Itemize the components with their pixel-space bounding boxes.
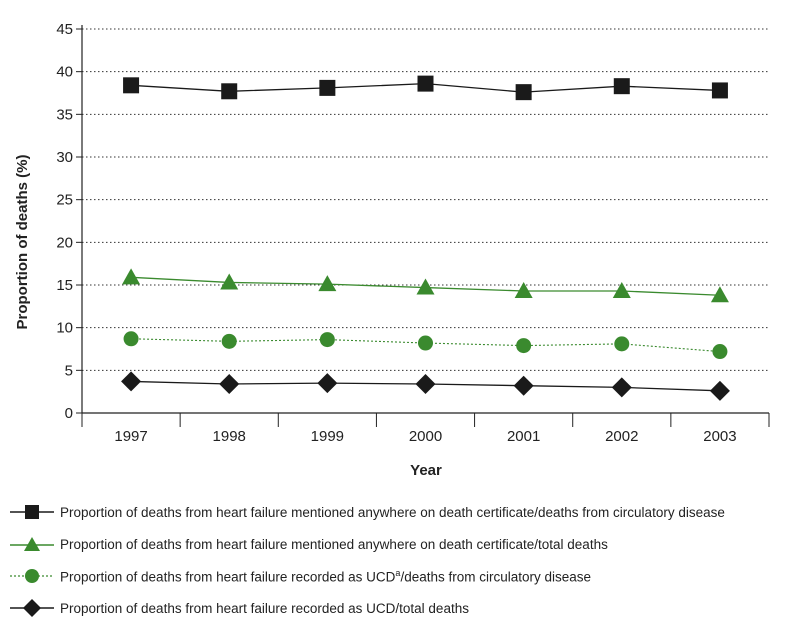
data-point-square bbox=[123, 77, 140, 94]
series-diamond bbox=[121, 371, 730, 401]
data-point-square bbox=[221, 83, 238, 100]
series-circle bbox=[123, 331, 728, 360]
series-square bbox=[123, 75, 728, 101]
y-tick-label: 25 bbox=[56, 192, 73, 209]
data-point-triangle bbox=[220, 273, 239, 290]
x-tick-label: 2001 bbox=[507, 428, 540, 445]
y-axis-ticks: 0 5 10 15 20 25 30 35 40 45 bbox=[56, 21, 82, 422]
legend-label: Proportion of deaths from heart failure … bbox=[60, 536, 608, 552]
x-tick-label: 1998 bbox=[213, 428, 246, 445]
legend-item-circle: Proportion of deaths from heart failure … bbox=[10, 560, 790, 592]
data-point-diamond bbox=[513, 375, 534, 396]
data-point-diamond bbox=[611, 377, 632, 398]
data-point-triangle bbox=[416, 278, 435, 295]
data-point-circle bbox=[221, 333, 237, 349]
legend-square-marker-icon bbox=[10, 505, 54, 519]
legend-triangle-marker-icon bbox=[10, 537, 54, 551]
data-point-triangle bbox=[710, 286, 729, 303]
y-tick-label: 35 bbox=[56, 106, 73, 123]
x-axis-ticks: 1997 1998 1999 2000 2001 2002 2003 bbox=[81, 413, 770, 445]
y-tick-label: 45 bbox=[56, 21, 73, 38]
data-point-circle bbox=[516, 338, 532, 354]
axes bbox=[81, 25, 769, 414]
series-group bbox=[121, 75, 730, 401]
legend-item-square: Proportion of deaths from heart failure … bbox=[10, 496, 790, 528]
data-point-square bbox=[319, 79, 336, 96]
data-point-circle bbox=[123, 331, 139, 347]
y-tick-label: 5 bbox=[65, 362, 73, 379]
legend-label: Proportion of deaths from heart failure … bbox=[60, 504, 725, 520]
data-point-diamond bbox=[317, 373, 338, 394]
legend-diamond-marker-icon bbox=[10, 599, 54, 617]
data-point-triangle bbox=[514, 281, 533, 298]
y-axis-title: Proportion of deaths (%) bbox=[14, 155, 31, 330]
legend-item-diamond: Proportion of deaths from heart failure … bbox=[10, 592, 790, 624]
data-point-triangle bbox=[318, 275, 337, 292]
x-tick-label: 2002 bbox=[605, 428, 638, 445]
legend-circle-marker-icon bbox=[10, 569, 54, 583]
data-point-square bbox=[711, 82, 728, 99]
data-point-diamond bbox=[415, 373, 436, 394]
x-tick-label: 1999 bbox=[311, 428, 344, 445]
data-point-diamond bbox=[121, 371, 142, 392]
y-tick-label: 20 bbox=[56, 234, 73, 251]
x-tick-label: 2003 bbox=[703, 428, 736, 445]
data-point-circle bbox=[319, 332, 335, 348]
y-tick-label: 15 bbox=[56, 277, 73, 294]
legend-label: Proportion of deaths from heart failure … bbox=[60, 567, 592, 585]
gridlines bbox=[82, 28, 769, 371]
y-tick-label: 40 bbox=[56, 64, 73, 81]
x-tick-label: 1997 bbox=[114, 428, 147, 445]
legend: Proportion of deaths from heart failure … bbox=[10, 496, 790, 624]
data-point-circle bbox=[614, 336, 630, 352]
data-point-square bbox=[613, 78, 630, 95]
legend-item-triangle: Proportion of deaths from heart failure … bbox=[10, 528, 790, 560]
line-chart: 0 5 10 15 20 25 30 35 40 45 1997 1998 1999 2000 2001 2… bbox=[14, 21, 770, 479]
x-axis-title: Year bbox=[410, 462, 442, 479]
data-point-circle bbox=[712, 344, 728, 360]
legend-label: Proportion of deaths from heart failure … bbox=[60, 600, 469, 616]
series-triangle bbox=[122, 268, 729, 303]
data-point-triangle bbox=[612, 281, 631, 298]
data-point-square bbox=[417, 75, 434, 92]
data-point-circle bbox=[418, 335, 433, 351]
data-point-triangle bbox=[122, 268, 141, 285]
y-tick-label: 10 bbox=[56, 320, 73, 337]
x-tick-label: 2000 bbox=[409, 428, 442, 445]
y-tick-label: 0 bbox=[65, 405, 73, 422]
data-point-diamond bbox=[709, 380, 730, 401]
data-point-diamond bbox=[219, 373, 240, 394]
data-point-square bbox=[515, 84, 532, 101]
y-tick-label: 30 bbox=[56, 149, 73, 166]
